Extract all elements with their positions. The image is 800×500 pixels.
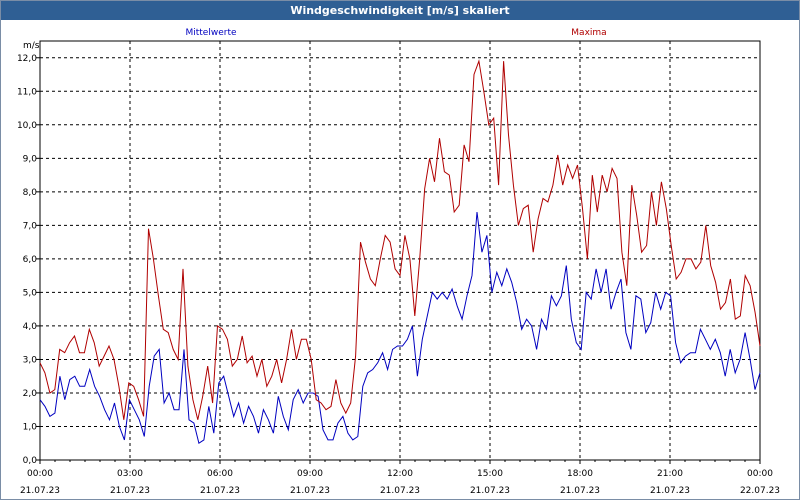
x-tick-time: 15:00 [477, 469, 503, 479]
x-tick-time: 09:00 [297, 469, 323, 479]
x-tick-time: 06:00 [207, 469, 233, 479]
wind-speed-chart: 0,0 1,0 2,0 3,0 4,0 5,0 6,0 7,0 8,0 9,0 10,0 11,0 12… [17, 28, 780, 496]
x-tick-date: 22.07.23 [740, 486, 780, 496]
legend-mittelwerte: Mittelwerte [185, 28, 236, 38]
x-tick-date: 21.07.23 [110, 486, 150, 496]
x-tick-date: 21.07.23 [650, 486, 690, 496]
x-tick-time: 00:00 [747, 469, 773, 479]
y-tick-label: 5,0 [23, 288, 38, 298]
y-axis-unit: m/s [23, 41, 40, 51]
y-tick-label: 3,0 [23, 355, 38, 365]
y-tick-label: 4,0 [23, 322, 38, 332]
y-tick-label: 6,0 [23, 255, 38, 265]
x-tick-time: 21:00 [657, 469, 683, 479]
y-tick-labels: 0,0 1,0 2,0 3,0 4,0 5,0 6,0 7,0 8,0 9,0 10,0 11,0 12… [17, 54, 37, 466]
series-lines [39, 59, 761, 445]
y-tick-label: 10,0 [17, 121, 37, 131]
axes [36, 40, 761, 464]
y-tick-label: 2,0 [23, 389, 38, 399]
y-tick-label: 7,0 [23, 221, 38, 231]
x-tick-date: 21.07.23 [380, 486, 420, 496]
y-tick-label: 1,0 [23, 422, 38, 432]
series-maxima [39, 59, 761, 420]
y-tick-label: 0,0 [23, 456, 38, 466]
x-tick-labels: 00:00 21.07.23 03:00 21.07.23 06:00 21.07.23 0… [20, 469, 780, 496]
x-tick-date: 21.07.23 [290, 486, 330, 496]
grid-lines [40, 41, 760, 460]
y-tick-label: 12,0 [17, 54, 37, 64]
x-tick-time: 18:00 [567, 469, 593, 479]
window-title: Windgeschwindigkeit [m/s] skaliert [1, 1, 799, 20]
y-tick-label: 11,0 [17, 87, 37, 97]
y-tick-label: 9,0 [23, 154, 38, 164]
x-tick-date: 21.07.23 [470, 486, 510, 496]
series-mittelwerte [39, 211, 761, 445]
x-tick-date: 21.07.23 [20, 486, 60, 496]
x-tick-date: 21.07.23 [560, 486, 600, 496]
x-tick-date: 21.07.23 [200, 486, 240, 496]
y-tick-label: 8,0 [23, 188, 38, 198]
plot-area-border [39, 40, 761, 461]
x-tick-time: 00:00 [27, 469, 53, 479]
legend-maxima: Maxima [571, 28, 606, 38]
x-tick-time: 12:00 [387, 469, 413, 479]
x-tick-time: 03:00 [117, 469, 143, 479]
